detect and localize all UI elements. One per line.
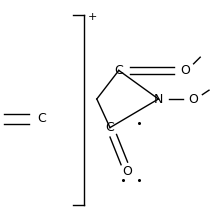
Text: O: O: [180, 64, 190, 77]
Text: +: +: [88, 12, 97, 22]
Text: O: O: [123, 165, 132, 178]
Text: C: C: [114, 64, 123, 77]
Text: C: C: [37, 112, 46, 125]
Text: O: O: [189, 92, 198, 106]
Text: C: C: [106, 121, 114, 134]
Text: N: N: [154, 92, 163, 106]
